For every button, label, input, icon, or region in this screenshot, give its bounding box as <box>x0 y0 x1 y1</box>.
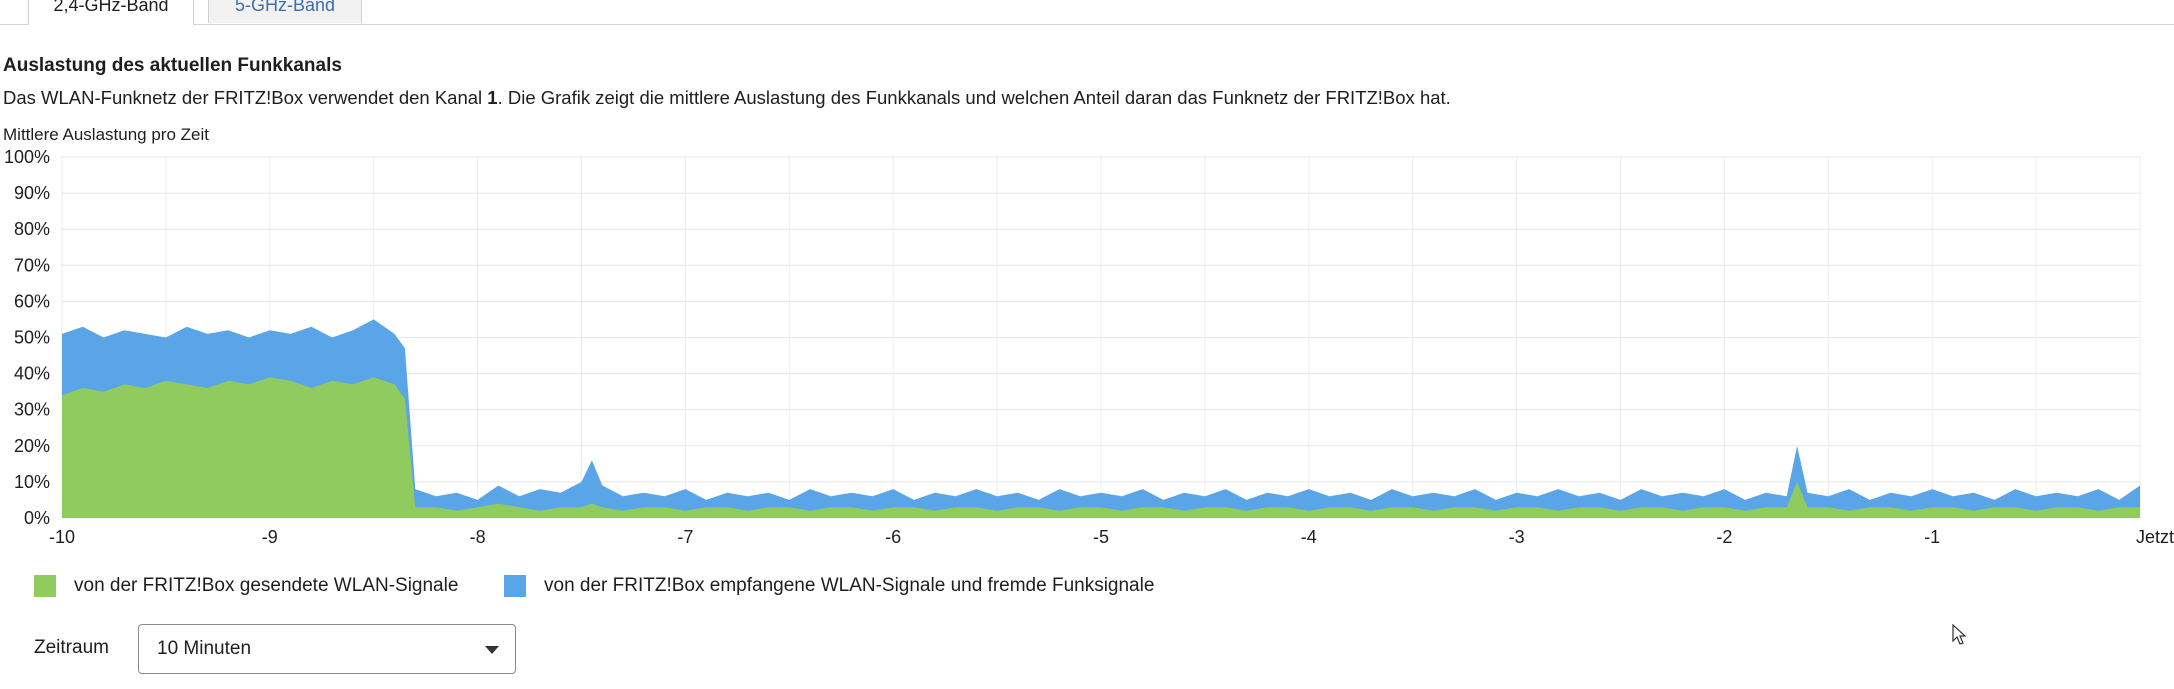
x-tick-label: -9 <box>262 527 278 547</box>
y-tick-label: 40% <box>14 364 50 384</box>
tab-5-ghz[interactable]: 5-GHz-Band <box>208 0 362 23</box>
legend-received-swatch <box>504 575 526 597</box>
y-tick-label: 100% <box>4 147 50 167</box>
y-tick-label: 0% <box>24 508 50 528</box>
y-tick-label: 20% <box>14 436 50 456</box>
x-tick-label: -5 <box>1093 527 1109 547</box>
y-tick-label: 60% <box>14 291 50 311</box>
channel-number: 1 <box>487 87 498 108</box>
y-tick-label: 10% <box>14 472 50 492</box>
x-tick-label: Jetzt <box>2136 527 2174 547</box>
area-sent-signals <box>62 377 2140 518</box>
legend-sent: von der FRITZ!Box gesendete WLAN-Signale <box>34 575 458 597</box>
y-tick-label: 80% <box>14 219 50 239</box>
x-tick-label: -8 <box>470 527 486 547</box>
x-tick-label: -7 <box>677 527 693 547</box>
y-tick-label: 50% <box>14 328 50 348</box>
x-tick-label: -6 <box>885 527 901 547</box>
x-tick-label: -4 <box>1301 527 1317 547</box>
legend-received: von der FRITZ!Box empfangene WLAN-Signal… <box>504 575 1154 597</box>
x-tick-label: -3 <box>1509 527 1525 547</box>
zeitraum-selected-value: 10 Minuten <box>157 638 252 659</box>
utilization-chart: 0% 10% 20% 30% 40% 50% 60% 70% 80% 90% 100% -10 -9 -8… <box>4 147 2174 547</box>
chart-title: Mittlere Auslastung pro Zeit <box>3 125 209 144</box>
section-title: Auslastung des aktuellen Funkkanals <box>3 55 342 76</box>
zeitraum-select[interactable]: 10 Minuten <box>138 624 516 674</box>
mouse-cursor-icon <box>1952 624 1967 645</box>
x-tick-label: -2 <box>1716 527 1732 547</box>
legend-sent-label: von der FRITZ!Box gesendete WLAN-Signale <box>74 575 459 596</box>
y-tick-label: 30% <box>14 400 50 420</box>
legend-received-label: von der FRITZ!Box empfangene WLAN-Signal… <box>544 575 1155 596</box>
x-tick-label: -1 <box>1924 527 1940 547</box>
description-text-start: Das WLAN-Funknetz der FRITZ!Box verwende… <box>3 87 488 108</box>
description-text-end: . Die Grafik zeigt die mittlere Auslastu… <box>497 87 1451 108</box>
chevron-down-icon <box>485 646 499 654</box>
y-tick-label: 70% <box>14 255 50 275</box>
y-tick-label: 90% <box>14 183 50 203</box>
section-description: Das WLAN-Funknetz der FRITZ!Box verwende… <box>3 87 1451 109</box>
zeitraum-label: Zeitraum <box>34 637 109 658</box>
x-tick-label: -10 <box>49 527 75 547</box>
tab-2-4-ghz[interactable]: 2,4-GHz-Band <box>28 0 194 25</box>
legend-sent-swatch <box>34 575 56 597</box>
band-tabs: 2,4-GHz-Band 5-GHz-Band <box>0 0 2174 25</box>
